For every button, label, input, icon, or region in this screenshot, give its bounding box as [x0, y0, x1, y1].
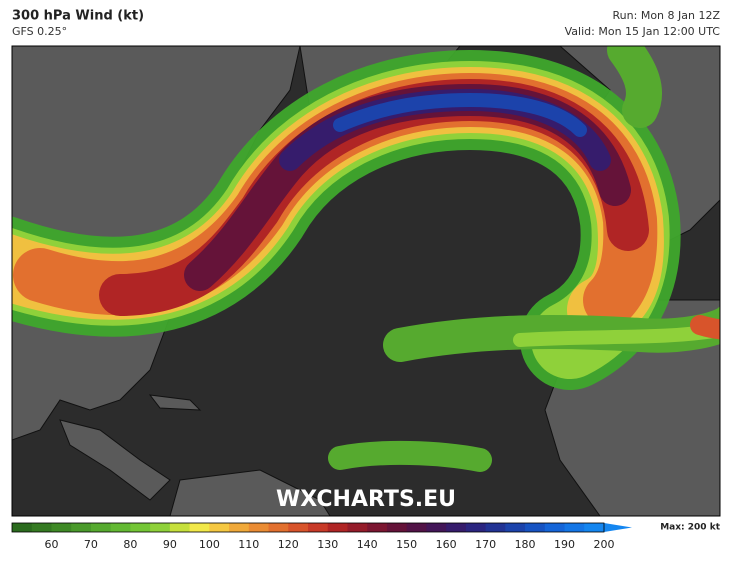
- colorbar-segment: [51, 523, 72, 532]
- colorbar: 60 70 80 90 100 110 120 130 140 150 160 170 180 190 20…: [11, 522, 632, 551]
- cuba: [148, 394, 202, 411]
- colorbar-segment: [406, 523, 427, 532]
- colorbar-tick-label: 110: [238, 538, 259, 551]
- colorbar-segment: [229, 523, 250, 532]
- colorbar-segment: [268, 523, 289, 532]
- colorbar-segment: [209, 523, 230, 532]
- colorbar-segment: [12, 523, 33, 532]
- colorbar-segment: [150, 523, 171, 532]
- colorbar-segment: [386, 523, 408, 532]
- jet-stream: [12, 46, 720, 472]
- run: Run: Mon 8 Jan 12Z: [613, 9, 721, 22]
- colorbar-segment: [288, 523, 309, 532]
- colorbar-max: Max: 200 kt: [660, 523, 720, 533]
- colorbar-segment: [446, 523, 467, 532]
- colorbar-tick-label: 190: [554, 538, 575, 551]
- colorbar-segment: [584, 523, 605, 532]
- colorbar-segment: [367, 523, 388, 532]
- colorbar-segment: [485, 523, 506, 532]
- model: GFS 0.25°: [12, 25, 67, 38]
- colorbar-tick-label: 120: [278, 538, 299, 551]
- colorbar-arrow: [604, 523, 632, 532]
- colorbar-segment: [564, 523, 585, 532]
- colorbar-segment: [71, 523, 92, 532]
- watermark: WXCHARTS.EU: [276, 487, 456, 512]
- colorbar-tick-label: 100: [199, 538, 220, 551]
- valid: Valid: Mon 15 Jan 12:00 UTC: [565, 25, 721, 38]
- colorbar-tick-label: 70: [84, 538, 98, 551]
- colorbar-segment: [189, 523, 210, 532]
- colorbar-tick-label: 80: [123, 538, 137, 551]
- map: WXCHARTS.EU: [12, 46, 720, 516]
- colorbar-segment: [110, 523, 131, 532]
- colorbar-segment: [465, 523, 487, 532]
- colorbar-tick-label: 60: [44, 538, 58, 551]
- colorbar-segment: [31, 523, 52, 532]
- south-america: [169, 469, 331, 516]
- colorbar-tick-label: 140: [357, 538, 378, 551]
- colorbar-tick-label: 160: [436, 538, 457, 551]
- colorbar-tick-label: 130: [317, 538, 338, 551]
- colorbar-frame: [11, 522, 605, 533]
- colorbar-segment: [169, 523, 191, 532]
- colorbar-tick-label: 180: [515, 538, 536, 551]
- title: 300 hPa Wind (kt): [12, 9, 144, 24]
- central-america: [59, 419, 171, 501]
- colorbar-segment: [248, 523, 270, 532]
- colorbar-segment: [327, 523, 348, 532]
- colorbar-segment: [130, 523, 151, 532]
- map-frame: [11, 45, 721, 517]
- colorbar-tick-label: 150: [396, 538, 417, 551]
- colorbar-segment: [347, 523, 368, 532]
- colorbar-tick-label: 90: [163, 538, 177, 551]
- colorbar-segment: [505, 523, 526, 532]
- colorbar-tick-label: 170: [475, 538, 496, 551]
- colorbar-segment: [426, 523, 447, 532]
- colorbar-segment: [90, 523, 112, 532]
- colorbar-segment: [525, 523, 546, 532]
- colorbar-segment: [544, 523, 566, 532]
- colorbar-tick-label: 200: [594, 538, 615, 551]
- colorbar-segment: [308, 523, 329, 532]
